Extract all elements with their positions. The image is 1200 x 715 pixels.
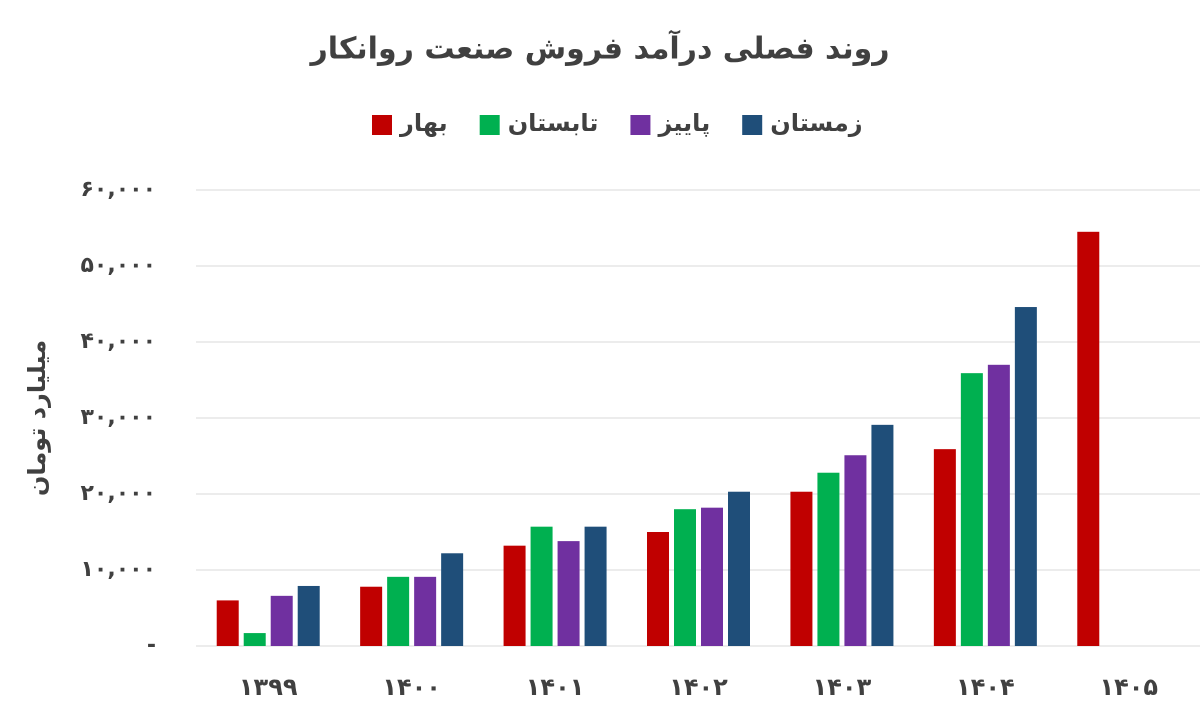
bar — [987, 364, 1010, 646]
y-tick-label: ۱۰,۰۰۰ — [81, 557, 157, 582]
x-tick-label: ۱۴۰۳ — [813, 673, 872, 701]
legend-label: تابستان — [508, 109, 599, 137]
legend-swatch — [630, 115, 651, 135]
bar — [728, 491, 750, 646]
bar — [790, 491, 813, 646]
bar — [960, 373, 983, 646]
x-tick-label: ۱۴۰۵ — [1099, 673, 1158, 701]
bar — [933, 449, 956, 646]
chart-title: روند فصلی درآمد فروش صنعت روانکار — [308, 30, 889, 67]
bar — [844, 455, 867, 646]
bar — [1014, 307, 1037, 646]
legend-swatch — [742, 115, 763, 135]
bar — [503, 545, 526, 646]
bar — [1077, 231, 1100, 647]
x-tick-label: ۱۴۰۱ — [526, 673, 585, 701]
y-tick-label: ۳۰,۰۰۰ — [81, 405, 157, 430]
bar — [584, 526, 607, 646]
y-tick-label: - — [147, 633, 156, 658]
bar — [530, 526, 553, 646]
x-tick-label: ۱۴۰۲ — [669, 673, 728, 701]
bar — [817, 472, 840, 646]
legend-label: پاییز — [657, 109, 710, 137]
legend-label: زمستان — [770, 109, 862, 137]
bar — [414, 576, 437, 646]
y-tick-label: ۶۰,۰۰۰ — [81, 177, 157, 202]
y-tick-label: ۵۰,۰۰۰ — [81, 253, 157, 278]
y-tick-label: ۴۰,۰۰۰ — [81, 329, 157, 354]
y-axis-label: میلیارد تومان — [23, 340, 51, 496]
x-tick-label: ۱۴۰۰ — [382, 673, 441, 701]
bar — [297, 585, 320, 646]
y-tick-label: ۲۰,۰۰۰ — [81, 481, 157, 506]
legend-swatch — [372, 115, 392, 135]
bar — [360, 586, 383, 646]
bar — [701, 507, 723, 646]
bar — [871, 424, 894, 646]
bar — [441, 553, 464, 646]
legend-label: بهار — [399, 109, 448, 137]
x-tick-label: ۱۳۹۹ — [239, 673, 298, 701]
bar — [243, 633, 266, 646]
bar — [674, 509, 696, 646]
bar — [557, 541, 580, 646]
bar — [216, 600, 239, 646]
bar — [270, 595, 293, 646]
bar — [387, 576, 410, 646]
legend-swatch — [479, 115, 500, 135]
bar — [647, 532, 669, 646]
x-tick-label: ۱۴۰۴ — [956, 673, 1015, 701]
